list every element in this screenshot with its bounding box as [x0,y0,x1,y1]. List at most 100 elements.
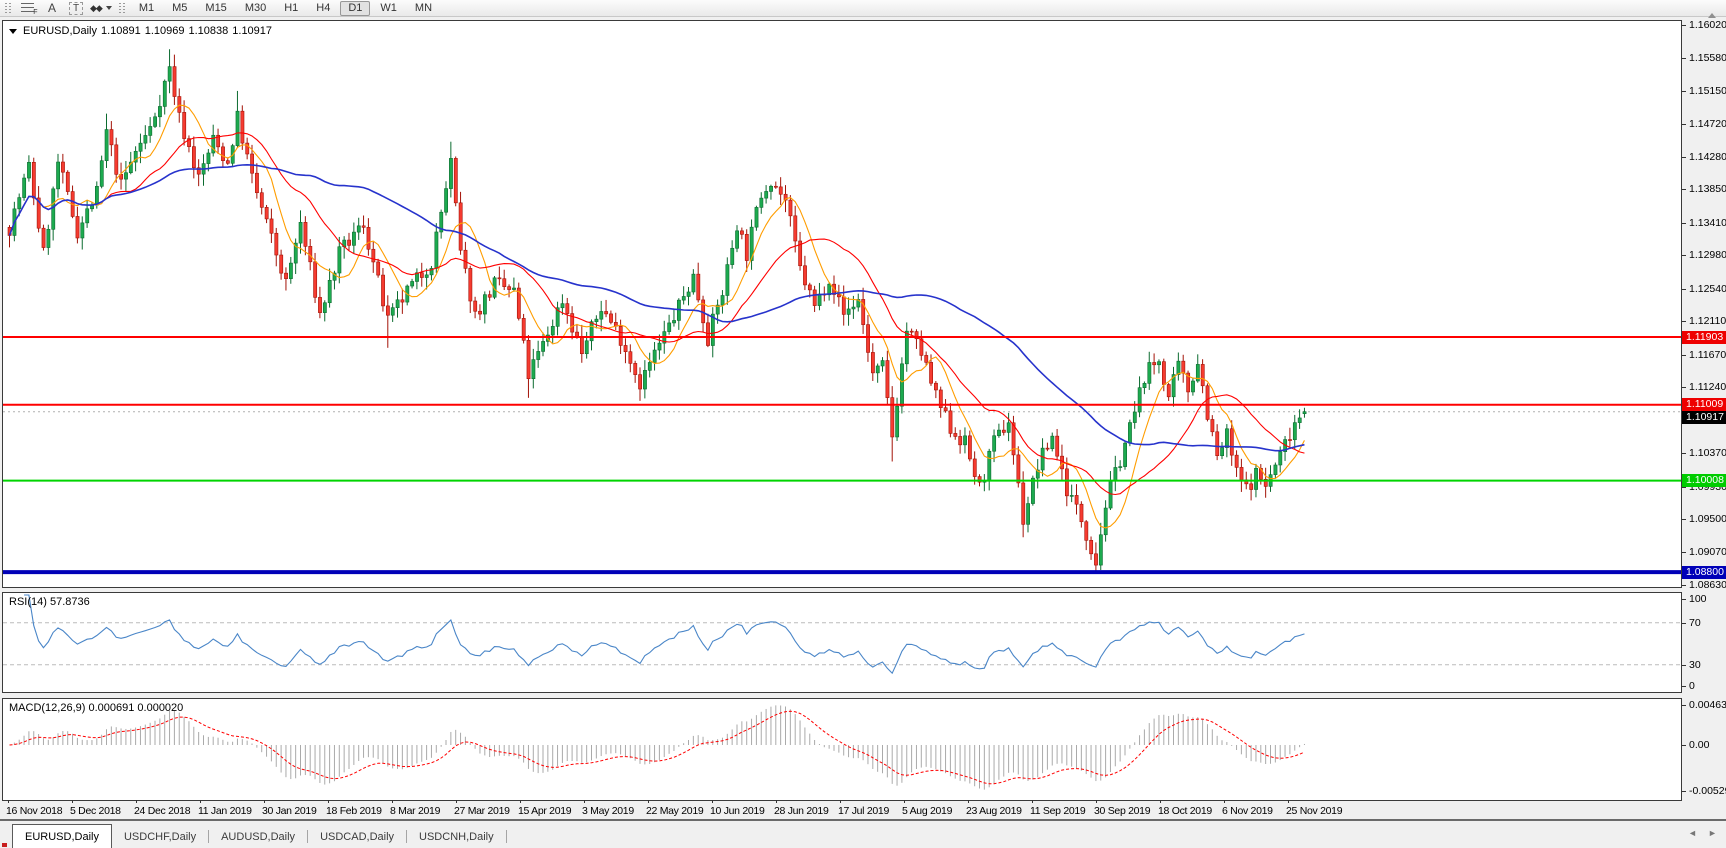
candle-body [633,363,638,375]
candle-body [128,161,133,174]
timeframe-button-w1[interactable]: W1 [380,2,397,14]
text-box-tool-button[interactable]: T [66,1,86,16]
price-tick-label: 1.16020 [1689,19,1726,31]
candle-body [623,345,628,353]
time-tick [904,800,905,803]
tab-scroll-left-icon[interactable]: ◄ [1688,828,1697,838]
candle-body [1050,435,1055,449]
candle-body [240,110,245,144]
price-tick-dash [1682,25,1686,26]
tab-eurusd[interactable]: EURUSD,Daily [12,824,112,848]
candle-body [609,313,613,323]
candle-body [706,322,710,346]
symbol-dropdown-icon[interactable] [9,28,17,34]
timeframe-button-mn[interactable]: MN [414,2,433,14]
candle-body [870,352,875,374]
candle-body [1210,419,1215,433]
macd-tick-dash [1682,791,1686,792]
price-chart-panel[interactable]: EURUSD,Daily 1.10891 1.10969 1.10838 1.1… [2,20,1682,588]
timeframe-button-m1[interactable]: M1 [138,2,155,14]
candle-body [158,106,162,118]
time-tick [1096,800,1097,803]
candle-body [75,216,80,239]
tab-scroll-right-icon[interactable]: ► [1708,828,1717,838]
tab-separator [505,830,507,843]
time-label: 8 Mar 2019 [390,805,441,817]
candle-body [390,307,395,316]
candle-body [279,254,284,274]
timeframe-button-h1[interactable]: H1 [284,2,299,14]
candle-body [507,286,512,290]
tab-audusd[interactable]: AUDUSD,Daily [221,830,296,843]
candle-body [196,167,201,175]
candle-body [1103,507,1108,536]
candle-body [1074,495,1079,505]
candle-body [1273,464,1278,475]
chart-shift-icon[interactable] [1708,13,1716,18]
candle-body [434,231,439,269]
candle-body [977,476,982,483]
candle-body [206,152,211,164]
candle-body [400,299,405,303]
time-tick [264,800,265,803]
candle-body [783,193,788,201]
candle-body [439,211,444,233]
time-tick [8,800,9,803]
toolbar-grip[interactable] [118,2,125,14]
candle-body [41,227,46,248]
time-axis[interactable]: 16 Nov 2018 5 Dec 2018 24 Dec 2018 11 Jan 2… [2,800,1726,820]
status-marker [2,843,7,847]
macd-panel[interactable]: MACD(12,26,9) 0.000691 0.000020 [2,698,1682,801]
price-tick-dash [1682,90,1686,92]
candle-body [1132,411,1137,423]
chevron-down-icon[interactable] [105,6,112,10]
time-tick [72,800,73,803]
toolbar-grip[interactable] [5,2,11,14]
candlestick-chart[interactable] [3,21,1681,587]
time-label: 16 Nov 2018 [6,805,63,817]
candle-body [463,249,468,269]
candle-body [327,279,332,304]
fibonacci-tool-button[interactable]: F [18,1,38,16]
candle-body [172,66,177,97]
tab-usdcnh[interactable]: USDCNH,Daily [419,830,494,843]
candle-body [812,289,817,306]
candle-body [895,405,900,438]
time-label: 10 Jun 2019 [710,805,765,817]
text-tool-button[interactable]: A [42,1,62,16]
candle-body [531,359,536,380]
tab-usdchf[interactable]: USDCHF,Daily [123,830,197,843]
timeframe-button-m15[interactable]: M15 [205,2,227,14]
timeframe-button-m30[interactable]: M30 [244,2,267,14]
rsi-panel[interactable]: RSI(14) 57.8736 [2,592,1682,693]
rsi-plot[interactable] [3,593,1681,692]
price-axis[interactable]: 1.16020 1.15580 1.15150 1.14720 1.14280 1.138… [1682,19,1726,820]
candle-body [313,261,318,298]
price-tick-label: 1.15580 [1689,52,1726,65]
price-tick-dash [1682,189,1686,191]
tab-usdcad[interactable]: USDCAD,Daily [320,830,395,843]
timeframe-button-d1[interactable]: D1 [340,0,371,16]
candle-body [22,177,27,198]
candle-body [1098,534,1103,566]
price-tick-dash [1682,58,1686,60]
candle-body [497,277,502,280]
macd-plot[interactable] [3,699,1681,800]
candle-body [322,302,327,313]
macd-tick-label: -0.005295 [1689,785,1726,797]
time-label: 17 Jul 2019 [838,805,889,817]
time-tick [328,800,329,803]
time-tick [1160,800,1161,803]
time-label: 30 Jan 2019 [262,805,317,817]
candle-body [381,274,385,307]
candle-body [192,146,196,169]
candle-body [1123,442,1128,467]
time-tick [1032,800,1033,803]
arrow-objects-button[interactable]: ◆◆ [90,1,112,16]
timeframe-button-m5[interactable]: M5 [172,2,188,14]
candle-body [104,129,109,162]
macd-tick-dash [1682,745,1686,746]
candle-body [31,162,36,199]
timeframe-button-h4[interactable]: H4 [316,2,331,14]
time-label: 6 Nov 2019 [1222,805,1273,817]
